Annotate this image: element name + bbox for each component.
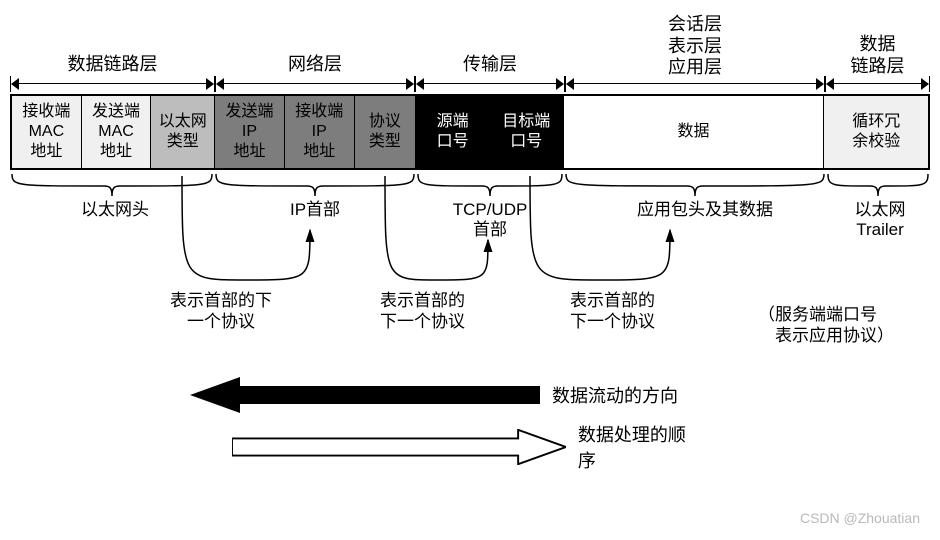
flow-arrow-label: 数据流动的方向: [552, 382, 678, 408]
packet-diagram: 数据链路层网络层传输层会话层表示层应用层数据链路层 接收端MAC地址发送端MAC…: [10, 10, 930, 530]
flow-arrow-left: [190, 377, 540, 413]
packet-field: 以太网类型: [151, 96, 215, 168]
top-layer: 数据链路层: [10, 54, 215, 92]
packet-field: 接收端MAC地址: [12, 96, 82, 168]
top-layer-label: 传输层: [415, 54, 565, 76]
packet-field: 发送端IP地址: [215, 96, 285, 168]
packet-field: 循环冗余校验: [824, 96, 928, 168]
packet-field: 发送端MAC地址: [82, 96, 152, 168]
packet-field: 协议类型: [355, 96, 417, 168]
packet-field: 数据: [564, 96, 825, 168]
packet-field: 接收端IP地址: [285, 96, 355, 168]
pointer-label: 表示首部的下一个协议: [170, 290, 272, 333]
top-layer-label: 会话层表示层应用层: [565, 14, 825, 79]
proc-arrow-label: 数据处理的顺序: [578, 421, 698, 473]
top-layer: 数据链路层: [825, 34, 930, 92]
top-layer-label: 网络层: [215, 54, 415, 76]
top-layer-label: 数据链路层: [10, 54, 215, 76]
flow-arrows: 数据流动的方向 xx 数据处理的顺序: [190, 365, 710, 477]
watermark: CSDN @Zhouatian: [800, 510, 920, 526]
proc-arrow-right: [232, 429, 566, 465]
paren-note: （服务端端口号 表示应用协议）: [758, 304, 894, 347]
pointer-label: 表示首部的下一个协议: [380, 290, 465, 333]
pointer-label: 表示首部的下一个协议: [570, 290, 655, 333]
top-layer-labels: 数据链路层网络层传输层会话层表示层应用层数据链路层: [10, 20, 930, 90]
top-layer-label: 数据链路层: [825, 34, 930, 77]
top-layer: 会话层表示层应用层: [565, 14, 825, 92]
packet-field: 源端口号: [416, 96, 490, 168]
top-layer: 网络层: [215, 54, 415, 92]
packet-fields-row: 接收端MAC地址发送端MAC地址以太网类型发送端IP地址接收端IP地址协议类型源…: [10, 94, 930, 170]
top-layer: 传输层: [415, 54, 565, 92]
packet-field: 目标端口号: [490, 96, 564, 168]
